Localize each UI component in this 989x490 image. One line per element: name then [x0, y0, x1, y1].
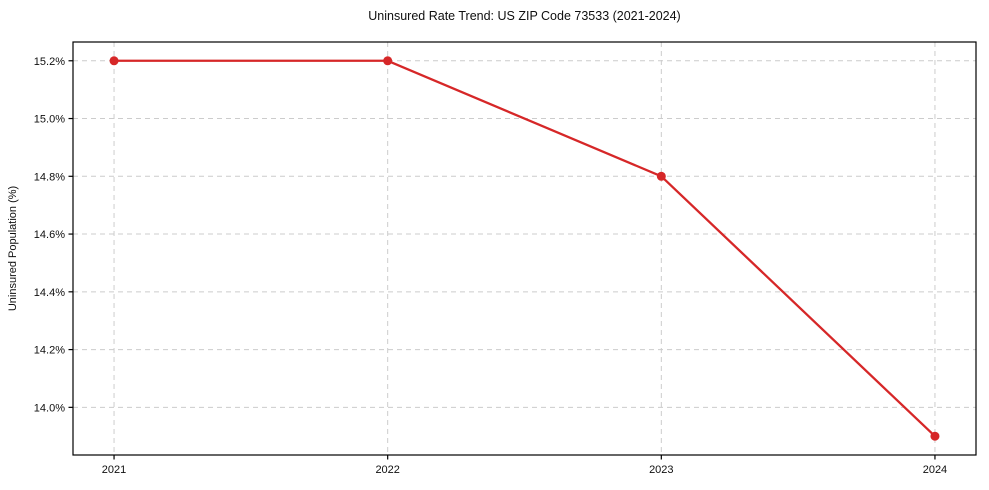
data-point-marker	[383, 56, 393, 66]
y-tick-label: 14.0%	[34, 402, 65, 414]
trend-line	[112, 59, 937, 438]
x-tick-label: 2024	[923, 464, 947, 476]
plot-area-frame	[72, 41, 977, 456]
data-point-marker	[656, 171, 666, 181]
x-tick-label: 2021	[102, 464, 126, 476]
y-tick-label: 14.6%	[34, 229, 65, 241]
data-point-marker	[109, 56, 119, 66]
y-tick-label: 15.0%	[34, 114, 65, 126]
y-tick-label: 14.2%	[34, 345, 65, 357]
y-tick-label: 15.2%	[34, 56, 65, 68]
x-tick-label: 2022	[375, 464, 399, 476]
axis-tick-labels: 14.0% 14.2% 14.4% 14.6% 14.8% 15.0% 15.2% 2021 2…	[34, 56, 947, 476]
grid-lines	[73, 42, 976, 455]
data-point-marker	[930, 431, 940, 441]
y-tick-label: 14.8%	[34, 171, 65, 183]
y-tick-label: 14.4%	[34, 287, 65, 299]
x-tick-label: 2023	[649, 464, 673, 476]
chart-title: Uninsured Rate Trend: US ZIP Code 73533 …	[368, 9, 680, 23]
data-series	[109, 56, 940, 441]
y-axis-label: Uninsured Population (%)	[7, 186, 19, 311]
axis-ticks	[68, 60, 936, 460]
